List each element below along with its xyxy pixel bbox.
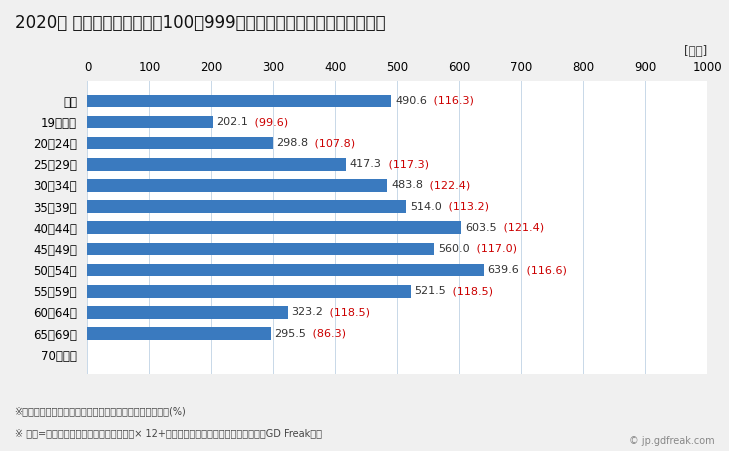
Text: 2020年 民間企業（従業者数100～999人）フルタイム労働者の平均年収: 2020年 民間企業（従業者数100～999人）フルタイム労働者の平均年収: [15, 14, 385, 32]
Text: 521.5: 521.5: [414, 286, 446, 296]
Text: 560.0: 560.0: [438, 244, 469, 254]
Bar: [87, 306, 288, 319]
Text: (116.6): (116.6): [523, 265, 566, 275]
Text: 483.8: 483.8: [391, 180, 423, 190]
Bar: [87, 243, 434, 255]
Bar: [87, 200, 406, 213]
Bar: [87, 221, 461, 234]
Bar: [87, 264, 484, 276]
Text: (118.5): (118.5): [327, 308, 370, 318]
Bar: [87, 115, 213, 129]
Text: (122.4): (122.4): [426, 180, 470, 190]
Text: (121.4): (121.4): [500, 223, 545, 233]
Text: ※ 年収=「きまって支給する現金給与額」× 12+「年間賞与その他特別給与額」としてGD Freak推計: ※ 年収=「きまって支給する現金給与額」× 12+「年間賞与その他特別給与額」と…: [15, 428, 321, 438]
Text: (113.2): (113.2): [445, 202, 488, 212]
Text: 603.5: 603.5: [465, 223, 496, 233]
Text: [万円]: [万円]: [684, 45, 707, 58]
Bar: [87, 327, 270, 340]
Bar: [87, 95, 391, 107]
Text: (118.5): (118.5): [449, 286, 494, 296]
Text: 202.1: 202.1: [217, 117, 249, 127]
Text: (116.3): (116.3): [430, 96, 474, 106]
Text: (117.3): (117.3): [385, 159, 429, 169]
Text: (117.0): (117.0): [473, 244, 517, 254]
Text: (99.6): (99.6): [252, 117, 289, 127]
Text: (86.3): (86.3): [309, 328, 346, 339]
Text: 323.2: 323.2: [292, 308, 324, 318]
Text: 298.8: 298.8: [276, 138, 308, 148]
Text: 514.0: 514.0: [410, 202, 442, 212]
Text: (107.8): (107.8): [311, 138, 356, 148]
Text: ※（）内は県内の同業種・同年齢層の平均所得に対する比(%): ※（）内は県内の同業種・同年齢層の平均所得に対する比(%): [15, 406, 187, 416]
Text: 490.6: 490.6: [395, 96, 427, 106]
Bar: [87, 179, 387, 192]
Text: © jp.gdfreak.com: © jp.gdfreak.com: [629, 437, 714, 446]
Text: 417.3: 417.3: [350, 159, 382, 169]
Bar: [87, 137, 273, 149]
Bar: [87, 158, 346, 170]
Bar: [87, 285, 410, 298]
Text: 639.6: 639.6: [488, 265, 519, 275]
Text: 295.5: 295.5: [274, 328, 306, 339]
